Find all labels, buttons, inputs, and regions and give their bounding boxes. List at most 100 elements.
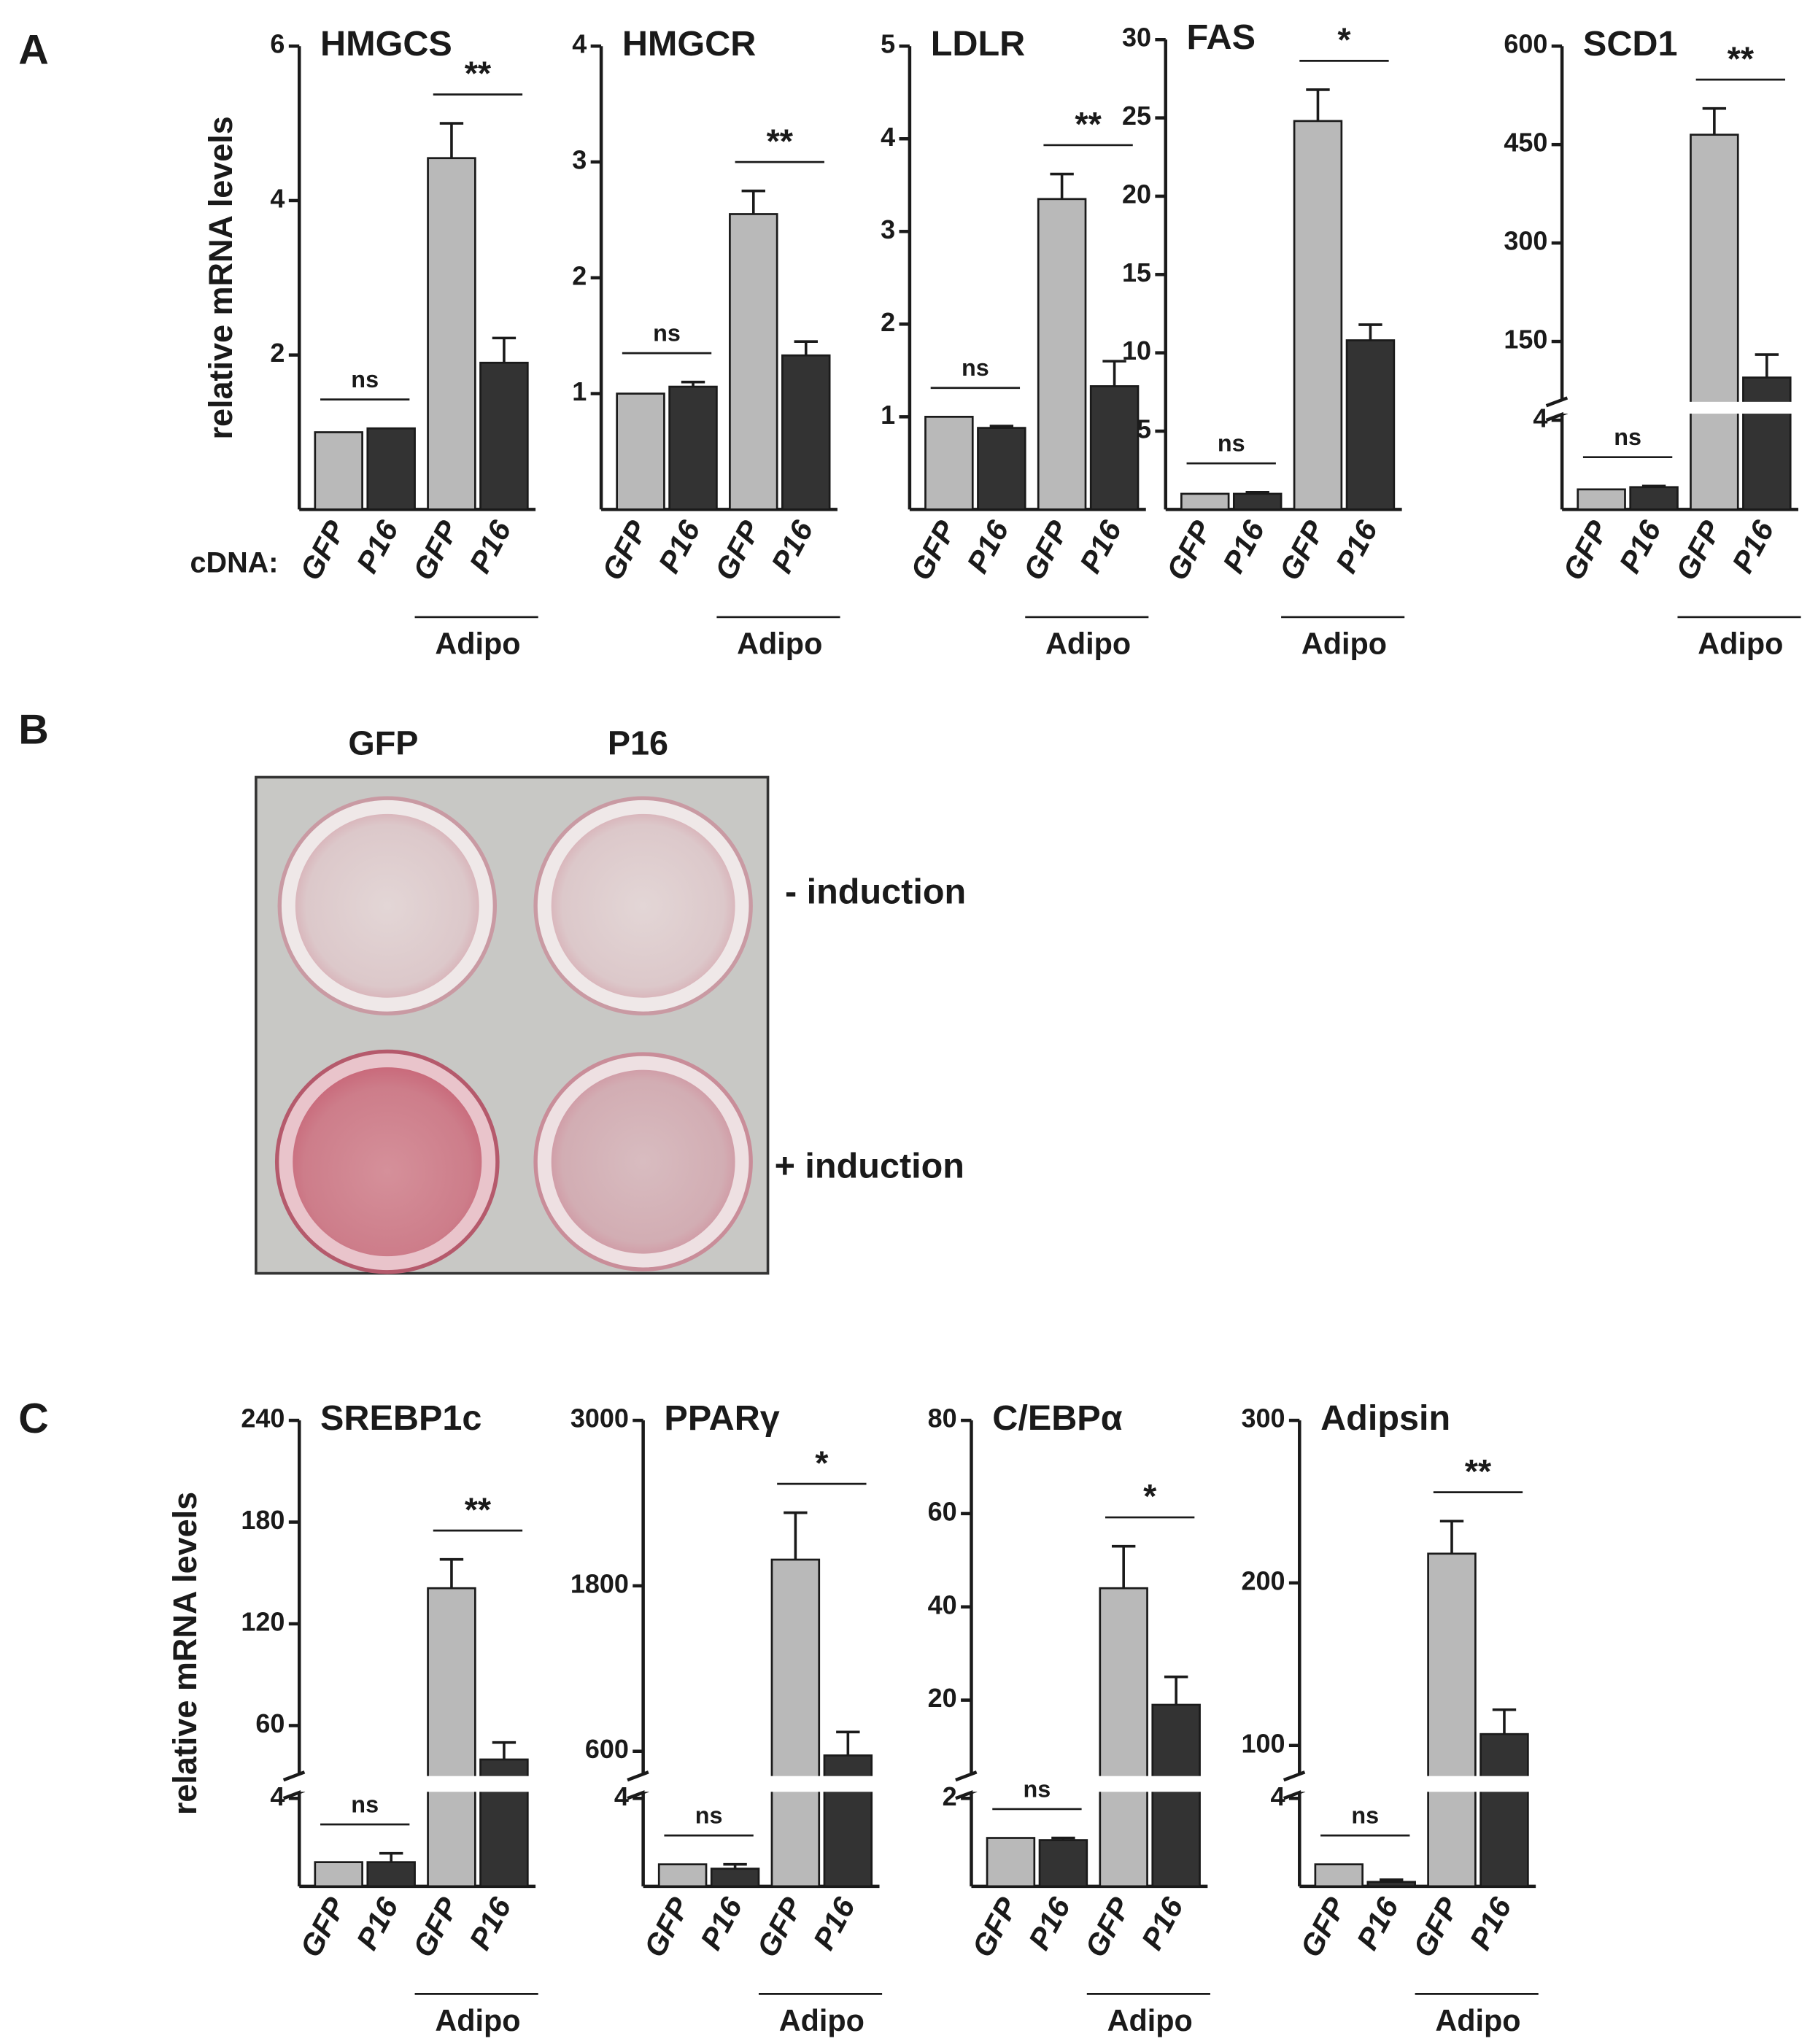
error-bar <box>1050 172 1074 199</box>
x-tick-label: P16 <box>1463 1892 1519 1955</box>
x-tick-label: GFP <box>1556 515 1615 586</box>
sig-label: ns <box>962 355 989 381</box>
y-tick-label: 20 <box>1122 179 1151 209</box>
y-tick-label: 180 <box>241 1505 285 1535</box>
row-label: - induction <box>785 872 966 911</box>
row-label: + induction <box>775 1146 964 1185</box>
bar <box>823 1754 873 1888</box>
sig-label: * <box>1143 1477 1157 1515</box>
y-tick-label: 2 <box>572 260 587 290</box>
well <box>551 1069 735 1254</box>
bar <box>1690 133 1739 511</box>
sig-label: ns <box>1218 430 1245 457</box>
y-tick-label: 150 <box>1504 325 1547 355</box>
bar <box>1479 1733 1529 1888</box>
error-bar <box>439 1557 464 1589</box>
bar <box>314 1861 363 1888</box>
chart-title: C/EBPα <box>992 1398 1122 1438</box>
column-label: P16 <box>608 724 668 762</box>
bar <box>1089 385 1140 511</box>
sig-label: ** <box>465 55 492 93</box>
y-tick-label: 4 <box>270 1781 285 1811</box>
x-tick-label: P16 <box>960 514 1016 578</box>
y-tick-label: 80 <box>928 1404 957 1433</box>
x-tick-label: GFP <box>904 515 963 586</box>
sig-label: ns <box>351 1791 379 1817</box>
cdna-label: cDNA: <box>190 546 279 578</box>
chart-title: PPARγ <box>664 1398 779 1438</box>
bar <box>366 427 416 511</box>
x-tick-label: P16 <box>1329 514 1385 578</box>
y-tick-label: 5 <box>881 29 895 59</box>
bar <box>657 1863 708 1888</box>
chart-title: Adipsin <box>1320 1398 1450 1438</box>
panel-label: A <box>18 26 49 73</box>
y-tick-label: 3000 <box>570 1404 629 1433</box>
sig-label: ** <box>767 122 794 160</box>
chart-title: SREBP1c <box>320 1398 481 1438</box>
bar <box>710 1867 760 1888</box>
error-bar <box>836 1730 860 1756</box>
sig-label: ns <box>1351 1802 1379 1828</box>
x-tick-label: GFP <box>638 1892 697 1962</box>
x-tick-label: P16 <box>807 1892 862 1955</box>
chart-title: LDLR <box>931 24 1026 63</box>
sig-label: * <box>815 1444 829 1482</box>
sig-label: ** <box>1728 39 1755 77</box>
y-tick-label: 4 <box>270 183 285 213</box>
x-tick-label: GFP <box>1669 515 1728 586</box>
x-tick-label: GFP <box>293 1892 352 1962</box>
y-tick-label: 4 <box>614 1781 629 1811</box>
sig-label: ** <box>465 1490 492 1528</box>
plate-photo <box>255 775 770 1275</box>
group-label: Adipo <box>1301 627 1387 660</box>
bar <box>1366 1881 1416 1888</box>
bar <box>1180 492 1230 511</box>
bar <box>1742 376 1792 511</box>
bar <box>427 157 476 511</box>
y-tick-label: 20 <box>928 1683 957 1713</box>
bar <box>1345 339 1396 511</box>
x-tick-label: GFP <box>1017 515 1076 586</box>
y-tick-label: 4 <box>572 29 587 59</box>
error-bar <box>492 336 517 363</box>
y-tick-label: 40 <box>928 1590 957 1619</box>
group-label: Adipo <box>779 2004 864 2037</box>
x-tick-label: P16 <box>350 514 406 578</box>
panel-label: C <box>18 1395 49 1442</box>
x-tick-label: GFP <box>966 1892 1025 1962</box>
x-tick-label: GFP <box>751 1892 810 1962</box>
bar <box>427 1587 476 1888</box>
error-bar <box>723 1862 747 1869</box>
break-gap <box>1563 401 1803 414</box>
sig-label: ns <box>653 320 681 346</box>
y-tick-label: 2 <box>270 338 285 368</box>
x-tick-label: P16 <box>1350 1892 1406 1955</box>
y-tick-label: 25 <box>1122 101 1151 131</box>
x-tick-label: P16 <box>1216 514 1272 578</box>
error-bar <box>492 1741 517 1760</box>
x-tick-label: GFP <box>406 515 465 586</box>
x-tick-label: P16 <box>1073 514 1129 578</box>
x-tick-label: GFP <box>595 515 654 586</box>
well <box>293 1067 482 1257</box>
sig-label: ns <box>1024 1776 1051 1802</box>
chart-title: HMGCS <box>320 24 452 63</box>
axis-break <box>1283 1770 1306 1782</box>
x-tick-label: P16 <box>652 514 708 578</box>
x-tick-label: GFP <box>1160 515 1219 586</box>
break-gap <box>972 1776 1212 1792</box>
y-tick-label: 60 <box>255 1708 285 1738</box>
x-tick-label: P16 <box>1725 514 1781 578</box>
y-tick-label: 300 <box>1241 1404 1285 1433</box>
bar <box>1314 1863 1364 1888</box>
sig-label: ** <box>1075 105 1102 143</box>
y-tick-label: 1 <box>881 400 895 430</box>
y-tick-label: 5 <box>1137 414 1151 444</box>
x-tick-label: P16 <box>463 1892 518 1955</box>
error-bar <box>794 340 818 356</box>
error-bar <box>1102 360 1126 387</box>
error-bar <box>1439 1520 1464 1554</box>
y-tick-label: 6 <box>270 29 285 59</box>
axis-break <box>1545 396 1568 408</box>
